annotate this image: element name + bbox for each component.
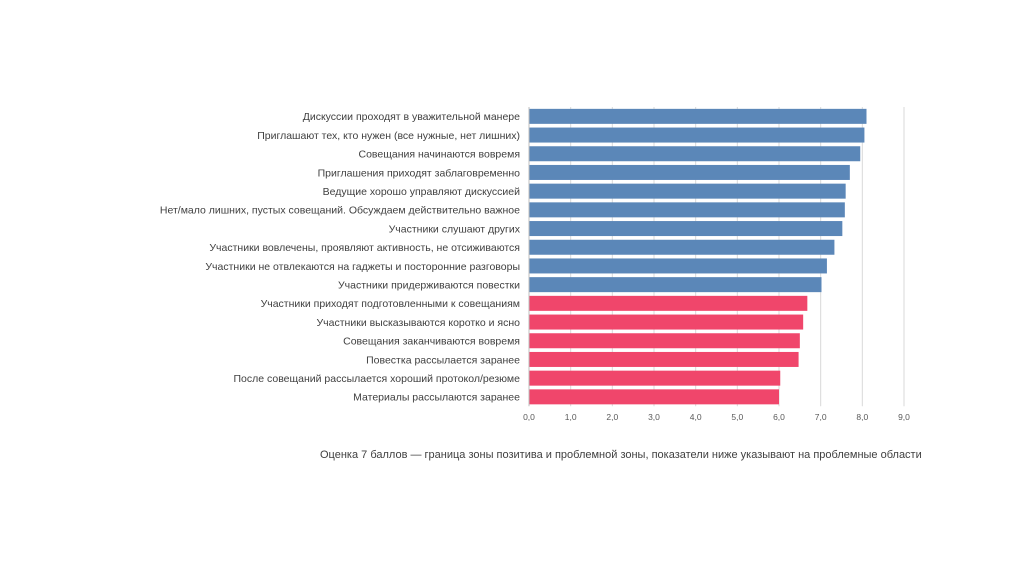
- category-label-5: Нет/мало лишних, пустых совещаний. Обсуж…: [160, 205, 520, 217]
- bar-9: [529, 277, 822, 293]
- x-tick-label-0: 0,0: [523, 412, 535, 422]
- x-tick-label-3: 3,0: [648, 412, 660, 422]
- category-label-13: Повестка рассылается заранее: [366, 354, 520, 366]
- category-label-6: Участники слушают других: [389, 223, 521, 235]
- category-label-4: Ведущие хорошо управляют дискуссией: [323, 186, 521, 198]
- category-label-11: Участники высказываются коротко и ясно: [317, 317, 521, 329]
- category-label-0: Дискуссии проходят в уважительной манере: [303, 111, 520, 123]
- bar-4: [529, 183, 846, 199]
- category-label-9: Участники придерживаются повестки: [338, 279, 520, 291]
- x-tick-label-9: 9,0: [898, 412, 910, 422]
- category-label-8: Участники не отвлекаются на гаджеты и по…: [205, 261, 520, 273]
- bar-6: [529, 221, 843, 237]
- chart-footnote: Оценка 7 баллов — граница зоны позитива …: [320, 449, 922, 461]
- x-tick-label-7: 7,0: [815, 412, 827, 422]
- category-label-3: Приглашения приходят заблаговременно: [318, 167, 521, 179]
- x-tick-label-1: 1,0: [565, 412, 577, 422]
- category-label-2: Совещания начинаются вовремя: [359, 149, 521, 161]
- bar-15: [529, 389, 779, 405]
- bar-14: [529, 370, 781, 386]
- x-tick-label-5: 5,0: [731, 412, 743, 422]
- bar-11: [529, 314, 804, 330]
- bar-12: [529, 333, 800, 349]
- bar-3: [529, 164, 850, 180]
- category-label-12: Совещания заканчиваются вовремя: [343, 336, 520, 348]
- bar-0: [529, 108, 867, 124]
- x-tick-label-4: 4,0: [690, 412, 702, 422]
- bar-7: [529, 239, 835, 255]
- bar-10: [529, 295, 808, 311]
- category-label-14: После совещаний рассылается хороший прот…: [233, 373, 520, 385]
- bar-1: [529, 127, 865, 143]
- category-label-1: Приглашают тех, кто нужен (все нужные, н…: [257, 130, 520, 142]
- category-label-7: Участники вовлечены, проявляют активност…: [209, 242, 520, 254]
- x-tick-label-6: 6,0: [773, 412, 785, 422]
- x-tick-label-2: 2,0: [606, 412, 618, 422]
- category-label-15: Материалы рассылаются заранее: [353, 392, 520, 404]
- category-label-10: Участники приходят подготовленными к сов…: [261, 298, 520, 310]
- bar-5: [529, 202, 845, 218]
- bar-13: [529, 351, 799, 367]
- x-tick-label-8: 8,0: [856, 412, 868, 422]
- bar-2: [529, 146, 861, 162]
- bar-8: [529, 258, 827, 274]
